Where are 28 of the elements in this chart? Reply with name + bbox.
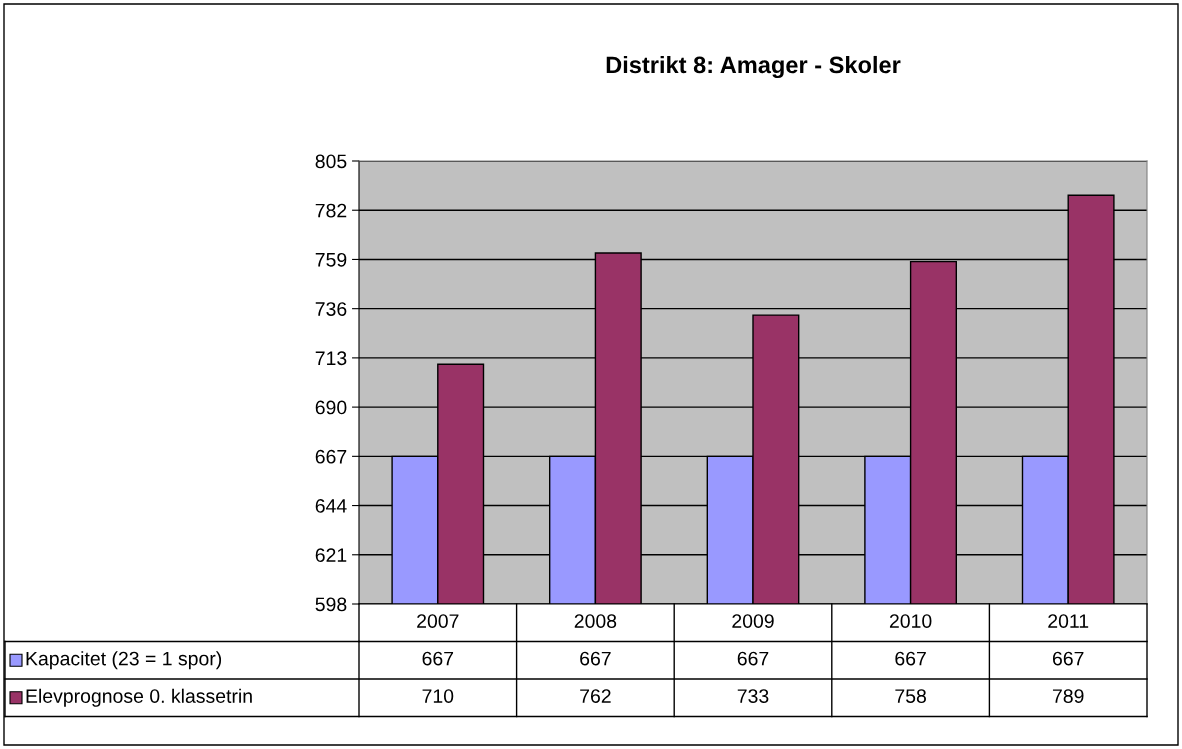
y-tick-label: 644 [315, 499, 347, 513]
x-tick-label: 2011 [1048, 614, 1089, 628]
chart-title: Distrikt 8: Amager - Skoler [606, 55, 901, 79]
y-tick-label: 736 [315, 302, 347, 316]
legend-label: Elevprognose 0. klassetrin [26, 688, 252, 707]
legend-label: Kapacitet (23 = 1 spor) [26, 651, 222, 670]
y-tick-label: 690 [315, 400, 347, 415]
y-tick-label: 621 [315, 548, 347, 563]
data-label: 733 [737, 689, 769, 703]
y-tick-label: 667 [315, 449, 347, 464]
x-tick-label: 2008 [574, 614, 617, 628]
y-tick-label: 598 [315, 597, 347, 612]
y-tick-label: 713 [315, 351, 347, 366]
data-label: 667 [580, 651, 611, 666]
data-label: 667 [737, 651, 769, 666]
y-tick-label: 759 [315, 252, 347, 267]
data-label: 667 [895, 651, 926, 666]
x-tick-label: 2007 [417, 614, 459, 628]
data-label: 667 [422, 651, 454, 666]
data-label: 667 [1052, 651, 1084, 666]
y-tick-label: 782 [315, 203, 347, 218]
x-tick-label: 2010 [889, 614, 932, 628]
x-tick-label: 2009 [732, 614, 774, 628]
data-label: 762 [580, 689, 611, 703]
y-tick-label: 805 [315, 154, 347, 169]
data-label: 758 [895, 689, 926, 703]
data-label: 710 [422, 689, 454, 703]
data-label: 789 [1052, 689, 1084, 703]
